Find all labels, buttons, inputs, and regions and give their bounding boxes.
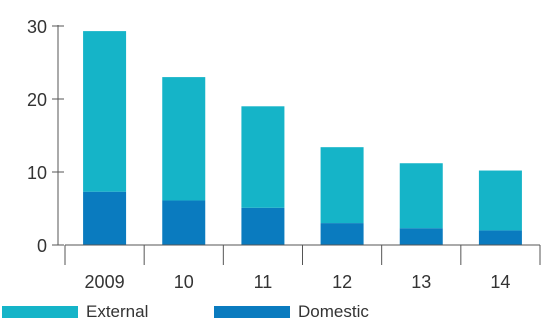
y-tick-label: 20 [27, 90, 47, 110]
legend-domestic: Domestic [214, 302, 369, 322]
x-axis: 2009 10 11 12 13 14 [64, 244, 541, 292]
bar-external-2009 [83, 31, 127, 192]
legend-label-domestic: Domestic [298, 302, 369, 321]
x-tick-label: 11 [254, 272, 273, 292]
bar-external-11 [241, 106, 285, 208]
legend-swatch-external [2, 306, 78, 318]
x-tick-label: 2009 [85, 272, 125, 292]
bar-domestic-2009 [83, 191, 127, 245]
bar-external-14 [478, 170, 522, 231]
bars [83, 31, 522, 245]
bar-external-13 [399, 163, 443, 229]
x-tick-label: 10 [174, 272, 194, 292]
x-tick-label: 12 [332, 272, 352, 292]
x-tick-label: 14 [490, 272, 510, 292]
bar-domestic-10 [162, 200, 206, 245]
bar-domestic-11 [241, 207, 285, 245]
bar-domestic-13 [399, 228, 443, 245]
y-tick-label: 10 [27, 163, 47, 183]
bar-domestic-12 [320, 223, 364, 245]
bar-external-12 [320, 147, 364, 224]
legend-swatch-domestic [214, 306, 290, 318]
y-tick-label: 0 [37, 236, 47, 256]
y-tick-label: 30 [27, 17, 47, 37]
legend-external: External [2, 302, 148, 322]
x-tick-label: 13 [411, 272, 431, 292]
y-axis: 0 10 20 30 [27, 17, 64, 256]
legend-label-external: External [86, 302, 149, 321]
bar-domestic-14 [478, 230, 522, 245]
bar-external-10 [162, 77, 206, 201]
